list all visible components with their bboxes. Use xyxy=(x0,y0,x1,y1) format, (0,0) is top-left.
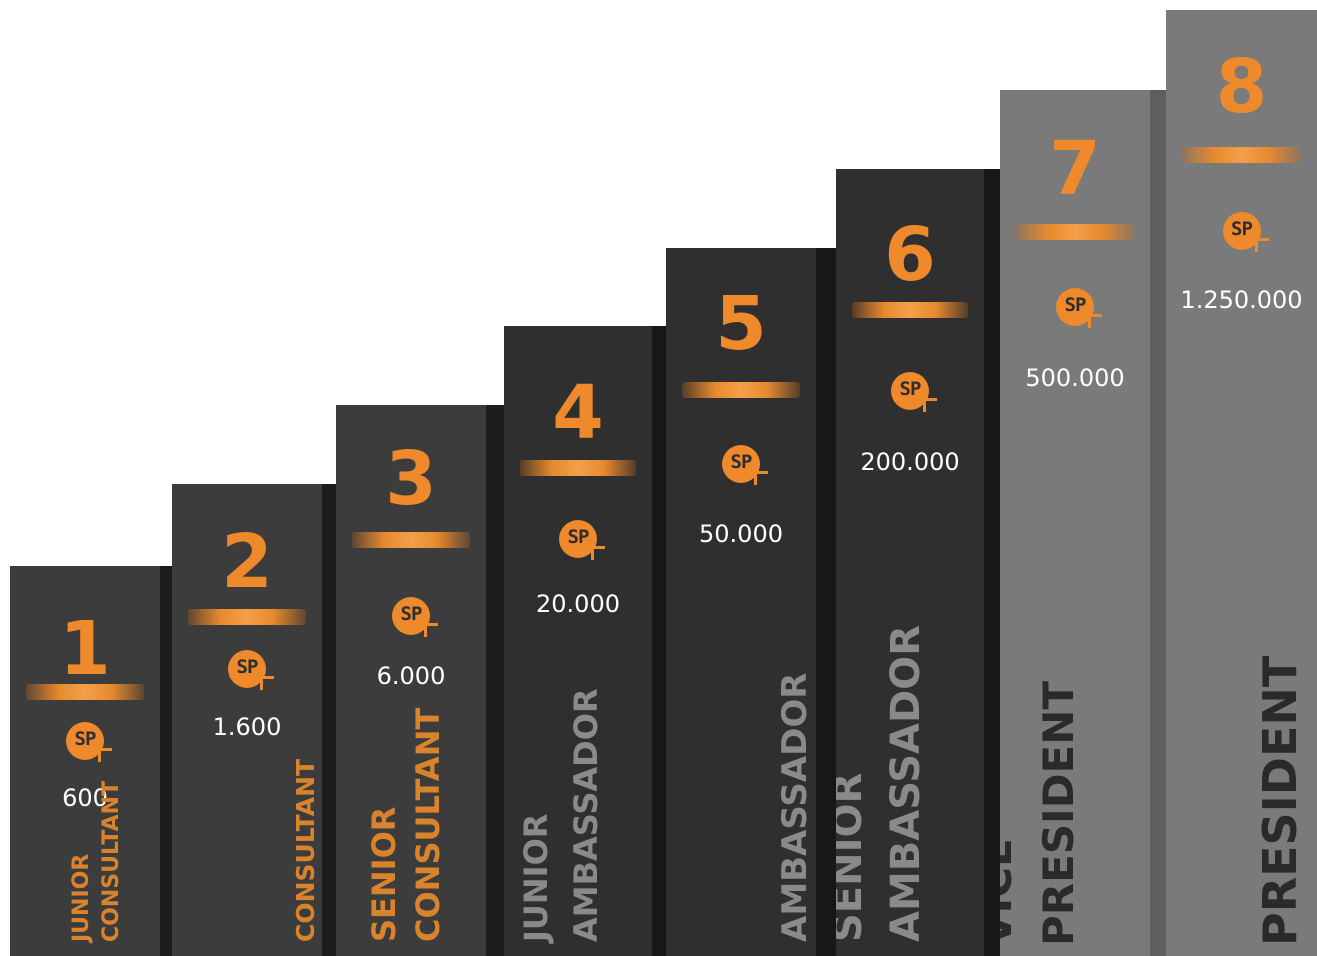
level-divider-bar xyxy=(682,382,800,398)
level-divider-bar xyxy=(852,302,968,318)
level-number: 3 xyxy=(385,436,437,522)
level-title-line: PRESIDENT xyxy=(1034,680,1084,946)
step-face xyxy=(172,484,322,956)
level-step-5: 5 SP 50.000 AMBASSADOR xyxy=(666,248,836,956)
level-divider-bar xyxy=(352,532,470,548)
points-required: 6.000 xyxy=(376,662,446,690)
level-number: 6 xyxy=(884,212,936,298)
level-step-7: 7 SP 500.000 VICE PRESIDENT xyxy=(1000,90,1166,956)
level-step-6: 6 SP 200.000 SENIOR AMBASSADOR xyxy=(836,169,1000,956)
points-required: 1.600 xyxy=(212,713,282,741)
points-required: 500.000 xyxy=(1025,364,1125,392)
sp-plus-icon: SP xyxy=(392,597,438,637)
level-divider-bar xyxy=(188,609,306,625)
sp-badge-label: SP xyxy=(899,378,922,400)
sp-plus-icon: SP xyxy=(559,520,605,560)
plus-icon xyxy=(250,666,274,690)
level-title-line: SENIOR xyxy=(836,772,871,942)
level-divider-bar xyxy=(1182,147,1301,163)
level-step-1: 1 SP 600 JUNIOR CONSULTANT xyxy=(10,566,172,956)
level-step-8: 8 SP 1.250.000 PRESIDENT xyxy=(1166,10,1317,956)
plus-icon xyxy=(913,388,937,412)
plus-icon xyxy=(1078,304,1102,328)
step-face xyxy=(1166,10,1317,956)
plus-icon xyxy=(88,738,112,762)
step-face xyxy=(836,169,984,956)
sp-badge-label: SP xyxy=(567,526,590,548)
level-title-line: CONSULTANT xyxy=(291,758,320,942)
points-required: 50.000 xyxy=(699,520,783,548)
points-required: 600 xyxy=(62,784,108,812)
sp-plus-icon: SP xyxy=(722,445,768,485)
step-face xyxy=(336,405,486,956)
level-step-2: 2 SP 1.600 CONSULTANT xyxy=(172,484,336,956)
level-title-line: CONSULTANT xyxy=(98,780,124,942)
level-title-line: VICE xyxy=(1000,838,1022,946)
sp-badge-label: SP xyxy=(1231,218,1253,240)
level-title-line: JUNIOR xyxy=(68,853,94,942)
step-face xyxy=(504,326,652,956)
level-divider-bar xyxy=(26,684,144,700)
plus-icon xyxy=(1244,228,1269,252)
level-title-line: SENIOR xyxy=(364,806,403,942)
sp-badge-label: SP xyxy=(1064,294,1087,316)
level-title-line: JUNIOR xyxy=(516,813,555,942)
level-step-3: 3 SP 6.000 SENIOR CONSULTANT xyxy=(336,405,504,956)
points-required: 200.000 xyxy=(860,448,960,476)
plus-icon xyxy=(744,461,768,485)
sp-plus-icon: SP xyxy=(228,650,274,690)
sp-plus-icon: SP xyxy=(1056,288,1102,328)
level-divider-bar xyxy=(1016,224,1134,240)
level-number: 1 xyxy=(59,606,111,692)
level-title-line: CONSULTANT xyxy=(408,707,447,942)
sp-badge-label: SP xyxy=(236,656,259,678)
sp-plus-icon: SP xyxy=(1222,212,1269,252)
step-face xyxy=(10,566,160,956)
sp-badge-label: SP xyxy=(730,451,753,473)
step-face xyxy=(666,248,816,956)
sp-plus-icon: SP xyxy=(66,722,112,762)
level-number: 4 xyxy=(552,370,604,456)
level-number: 2 xyxy=(221,519,273,605)
level-number: 7 xyxy=(1049,126,1101,212)
points-required: 20.000 xyxy=(536,590,620,618)
level-divider-bar xyxy=(520,460,636,476)
level-title-line: PRESIDENT xyxy=(1252,655,1307,946)
level-title-line: AMBASSADOR xyxy=(566,688,605,942)
sp-badge-label: SP xyxy=(74,728,97,750)
level-title-line: AMBASSADOR xyxy=(775,672,816,942)
plus-icon xyxy=(414,613,438,637)
points-required: 1.250.000 xyxy=(1180,286,1303,314)
sp-badge-label: SP xyxy=(400,603,423,625)
level-title-line: AMBASSADOR xyxy=(882,625,929,942)
level-number: 5 xyxy=(715,281,767,367)
level-step-4: 4 SP 20.000 JUNIOR AMBASSADOR xyxy=(504,326,666,956)
sp-plus-icon: SP xyxy=(891,372,937,412)
plus-icon xyxy=(581,536,605,560)
level-number: 8 xyxy=(1215,44,1268,130)
